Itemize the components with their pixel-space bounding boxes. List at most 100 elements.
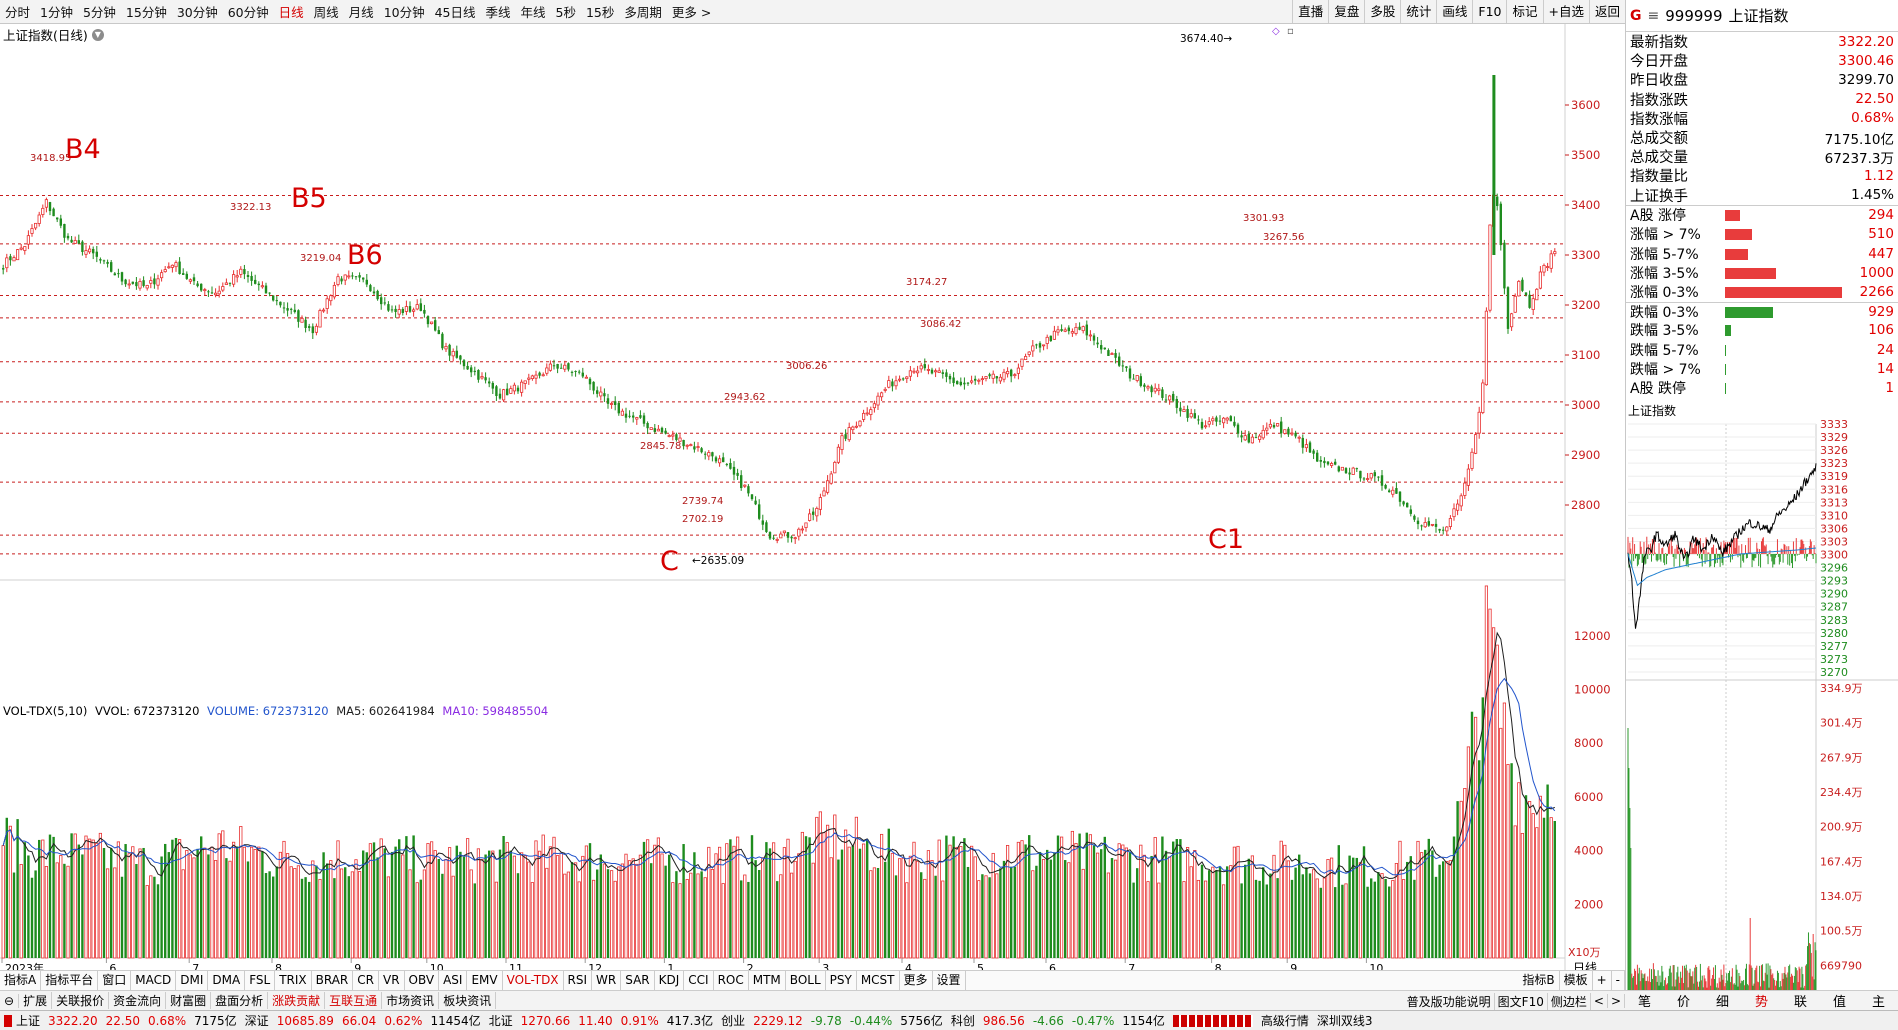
tool-7[interactable]: +自选 — [1542, 0, 1589, 23]
right-tab-4[interactable]: 联 — [1793, 995, 1807, 1010]
period-16[interactable]: 更多 > — [671, 5, 712, 20]
right-tab-1[interactable]: 价 — [1676, 995, 1690, 1010]
candle-body — [1330, 463, 1334, 466]
period-11[interactable]: 季线 — [485, 5, 511, 20]
period-5[interactable]: 60分钟 — [227, 5, 269, 20]
intraday-chart[interactable]: 3333332933263323331933163313331033063303… — [1626, 400, 1898, 1010]
indicator-tab-19[interactable]: CCI — [684, 971, 714, 990]
indicator-tab-21[interactable]: MTM — [749, 971, 786, 990]
indicator-tab-1[interactable]: 指标平台 — [41, 971, 99, 990]
status-item: -9.78 — [810, 1013, 842, 1028]
volume-bar — [1254, 879, 1258, 958]
indicator-tab-7[interactable]: TRIX — [275, 971, 312, 990]
nav-right-3[interactable]: < — [1591, 994, 1608, 1008]
indicator-tab-17[interactable]: SAR — [621, 971, 655, 990]
tool-4[interactable]: 画线 — [1436, 0, 1472, 23]
indicator-tab-11[interactable]: OBV — [405, 971, 440, 990]
candle-body — [887, 380, 891, 388]
indicator-tab-24[interactable]: MCST — [857, 971, 900, 990]
period-13[interactable]: 5秒 — [555, 5, 576, 20]
volume-bar — [624, 853, 628, 959]
tool-8[interactable]: 返回 — [1588, 0, 1625, 23]
indicator-tab-15[interactable]: RSI — [564, 971, 593, 990]
period-12[interactable]: 年线 — [520, 5, 546, 20]
diamond-icon[interactable]: ◇ — [1272, 26, 1280, 37]
window-icon[interactable]: ▫ — [1287, 26, 1294, 37]
indicator-right-tab-0[interactable]: 指标B — [1518, 971, 1560, 990]
period-9[interactable]: 10分钟 — [383, 5, 425, 20]
right-tab-5[interactable]: 值 — [1832, 995, 1846, 1010]
indicator-tab-4[interactable]: DMI — [176, 971, 209, 990]
indicator-tab-12[interactable]: ASI — [439, 971, 468, 990]
period-10[interactable]: 45日线 — [434, 5, 476, 20]
indicator-tab-0[interactable]: 指标A — [0, 971, 42, 990]
candle-body — [408, 306, 412, 312]
volume-bar — [1179, 839, 1182, 958]
volume-bar — [30, 877, 34, 958]
indicator-right-tab-2[interactable]: + — [1593, 971, 1612, 990]
period-8[interactable]: 月线 — [348, 5, 374, 20]
period-7[interactable]: 周线 — [313, 5, 339, 20]
indicator-tab-6[interactable]: FSL — [245, 971, 276, 990]
volume-bar — [725, 843, 729, 959]
period-15[interactable]: 多周期 — [624, 5, 662, 20]
period-14[interactable]: 15秒 — [585, 5, 615, 20]
nav-item-1[interactable]: 关联报价 — [52, 992, 110, 1009]
tool-3[interactable]: 统计 — [1400, 0, 1436, 23]
right-tab-3[interactable]: 势 — [1754, 995, 1768, 1010]
nav-item-5[interactable]: 涨跌贡献 — [268, 992, 326, 1009]
candle-body — [578, 371, 581, 373]
indicator-tab-20[interactable]: ROC — [714, 971, 749, 990]
volume-bar — [1265, 884, 1268, 958]
indicator-tab-8[interactable]: BRAR — [312, 971, 354, 990]
period-4[interactable]: 30分钟 — [176, 5, 218, 20]
nav-item-2[interactable]: 资金流向 — [109, 992, 167, 1009]
menu-icon[interactable]: ≡ — [1647, 7, 1660, 24]
nav-item-7[interactable]: 市场资讯 — [382, 992, 440, 1009]
right-tab-2[interactable]: 细 — [1715, 995, 1729, 1010]
indicator-tab-9[interactable]: CR — [353, 971, 379, 990]
candle-body — [1175, 399, 1178, 408]
period-2[interactable]: 5分钟 — [82, 5, 116, 20]
toggle-switch-icon[interactable]: ⊖ — [0, 993, 20, 1008]
indicator-tab-22[interactable]: BOLL — [786, 971, 826, 990]
nav-right-2[interactable]: 侧边栏 — [1548, 992, 1591, 1010]
candle-body — [480, 376, 484, 379]
nav-item-8[interactable]: 板块资讯 — [439, 992, 497, 1009]
indicator-tab-23[interactable]: PSY — [826, 971, 857, 990]
nav-item-3[interactable]: 财富圈 — [166, 992, 212, 1009]
nav-item-0[interactable]: 扩展 — [19, 992, 53, 1009]
indicator-tab-14[interactable]: VOL-TDX — [503, 971, 564, 990]
period-3[interactable]: 15分钟 — [125, 5, 167, 20]
nav-item-4[interactable]: 盘面分析 — [211, 992, 269, 1009]
nav-right-0[interactable]: 普及版功能说明 — [1404, 992, 1495, 1010]
period-1[interactable]: 1分钟 — [40, 5, 73, 20]
right-tab-0[interactable]: 笔 — [1637, 995, 1651, 1010]
breadth-row: A股 跌停 1 — [1626, 378, 1898, 397]
indicator-tab-5[interactable]: DMA — [208, 971, 246, 990]
chevron-down-icon[interactable]: ▼ — [91, 28, 104, 41]
tool-0[interactable]: 直播 — [1292, 0, 1328, 23]
indicator-tab-26[interactable]: 设置 — [933, 971, 966, 990]
tool-2[interactable]: 多股 — [1364, 0, 1400, 23]
nav-right-1[interactable]: 图文F10 — [1495, 992, 1548, 1010]
period-6[interactable]: 日线 — [278, 5, 304, 20]
indicator-tab-10[interactable]: VR — [379, 971, 405, 990]
volume-bar — [73, 833, 77, 959]
tool-6[interactable]: 标记 — [1506, 0, 1542, 23]
indicator-tab-18[interactable]: KDJ — [655, 971, 685, 990]
nav-item-6[interactable]: 互联互通 — [325, 992, 383, 1009]
indicator-tab-16[interactable]: WR — [592, 971, 622, 990]
indicator-tab-3[interactable]: MACD — [131, 971, 177, 990]
indicator-right-tab-3[interactable]: - — [1612, 971, 1625, 990]
nav-right-4[interactable]: > — [1608, 994, 1625, 1008]
indicator-tab-13[interactable]: EMV — [467, 971, 503, 990]
indicator-right-tab-1[interactable]: 模板 — [1560, 971, 1593, 990]
period-0[interactable]: 分时 — [5, 5, 31, 20]
indicator-tab-2[interactable]: 窗口 — [98, 971, 132, 990]
tool-5[interactable]: F10 — [1472, 0, 1506, 23]
indicator-tab-25[interactable]: 更多 — [900, 971, 933, 990]
kline-chart[interactable]: 3600350034003300320031003000290028001200… — [0, 24, 1625, 970]
right-tab-6[interactable]: 主 — [1871, 995, 1885, 1010]
tool-1[interactable]: 复盘 — [1328, 0, 1364, 23]
